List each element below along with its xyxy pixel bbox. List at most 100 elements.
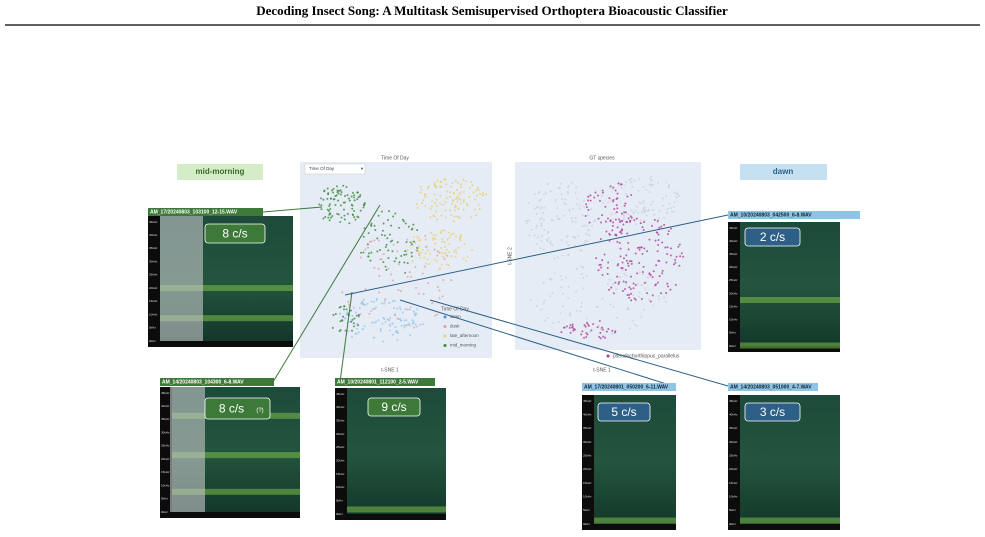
embedding-point xyxy=(426,258,429,261)
embedding-point xyxy=(373,308,376,311)
dropdown[interactable] xyxy=(304,163,366,175)
embedding-point xyxy=(536,224,539,227)
embedding-point xyxy=(405,324,408,327)
embedding-point xyxy=(470,249,473,252)
spectrogram-axis xyxy=(335,514,446,520)
embedding-point xyxy=(606,217,609,220)
file-label-box xyxy=(728,383,818,391)
embedding-point xyxy=(420,251,423,254)
embedding-point xyxy=(542,281,545,284)
freq-tick-label: 0kHz xyxy=(729,522,736,526)
embedding-point xyxy=(546,240,549,243)
embedding-point xyxy=(404,250,407,253)
embedding-point xyxy=(526,220,529,223)
embedding-point xyxy=(655,264,658,267)
embedding-point xyxy=(432,237,435,240)
embedding-point xyxy=(459,191,462,194)
embedding-point xyxy=(408,271,411,274)
legend-label: dawn xyxy=(450,314,461,319)
embedding-point xyxy=(618,281,621,284)
embedding-point xyxy=(653,218,656,221)
embedding-point xyxy=(421,249,424,252)
embedding-point xyxy=(433,258,436,261)
freq-tick-label: 20kHz xyxy=(583,467,592,471)
embedding-point xyxy=(648,238,651,241)
embedding-point xyxy=(344,195,347,198)
freq-tick-label: 30kHz xyxy=(729,440,738,444)
freq-tick-label: 20kHz xyxy=(729,291,738,295)
embedding-point xyxy=(424,246,427,249)
legend-label: dusk xyxy=(450,324,460,329)
embedding-point xyxy=(584,240,587,243)
freq-tick-label: 5kHz xyxy=(729,331,736,335)
embedding-point xyxy=(675,192,678,195)
embedding-point xyxy=(432,239,435,242)
embedding-point xyxy=(451,202,454,205)
embedding-point xyxy=(412,236,415,239)
embedding-point xyxy=(386,318,389,321)
embedding-point xyxy=(566,191,569,194)
rate-label: 9 c/s xyxy=(381,400,406,414)
embedding-point xyxy=(409,241,412,244)
spectrogram-band xyxy=(172,488,300,495)
embedding-point xyxy=(536,304,539,307)
embedding-point xyxy=(628,260,631,263)
embedding-point xyxy=(637,189,640,192)
embedding-point xyxy=(585,317,588,320)
embedding-point xyxy=(457,246,460,249)
file-label-box xyxy=(335,378,435,386)
embedding-point xyxy=(363,325,366,328)
embedding-point xyxy=(411,319,414,322)
freq-tick-label: 45kHz xyxy=(729,399,738,403)
embedding-point xyxy=(405,253,408,256)
embedding-point xyxy=(396,250,399,253)
freq-tick-label: 5kHz xyxy=(336,498,343,502)
embedding-point xyxy=(409,324,412,327)
embedding-point xyxy=(322,217,325,220)
embedding-point xyxy=(574,221,577,224)
embedding-point xyxy=(339,328,342,331)
file-label-box xyxy=(148,208,263,216)
embedding-point xyxy=(630,216,633,219)
embedding-point xyxy=(640,284,643,287)
embedding-point xyxy=(660,292,663,295)
embedding-point xyxy=(601,328,604,331)
embedding-point xyxy=(648,272,651,275)
embedding-point xyxy=(422,293,425,296)
embedding-point xyxy=(630,260,633,263)
embedding-point xyxy=(346,194,349,197)
freq-tick-label: 10kHz xyxy=(161,483,170,487)
legend-title: Time Of Day xyxy=(441,306,469,312)
embedding-point xyxy=(625,193,628,196)
embedding-point xyxy=(380,258,383,261)
embedding-point xyxy=(594,191,597,194)
embedding-point xyxy=(569,331,572,334)
embedding-point xyxy=(612,198,615,201)
spectrogram-band xyxy=(347,506,446,513)
freq-tick-label: 30kHz xyxy=(583,440,592,444)
embedding-point xyxy=(604,336,607,339)
embedding-point xyxy=(339,312,342,315)
embedding-point xyxy=(406,262,409,265)
embedding-point xyxy=(610,213,613,216)
embedding-point xyxy=(632,282,635,285)
embedding-point xyxy=(376,250,379,253)
embedding-point xyxy=(582,200,585,203)
freq-tick-label: 30kHz xyxy=(729,265,738,269)
file-label-box xyxy=(728,211,860,219)
embedding-point xyxy=(478,189,481,192)
embedding-point xyxy=(541,235,544,238)
embedding-point xyxy=(352,325,355,328)
embedding-point xyxy=(350,195,353,198)
embedding-point xyxy=(369,310,372,313)
embedding-point xyxy=(379,329,382,332)
embedding-point xyxy=(601,191,604,194)
embedding-point xyxy=(406,308,409,311)
embedding-point xyxy=(451,181,454,184)
embedding-point xyxy=(640,211,643,214)
embedding-point xyxy=(597,269,600,272)
embedding-point xyxy=(327,193,330,196)
embedding-point xyxy=(540,240,543,243)
embedding-point xyxy=(625,281,628,284)
embedding-point xyxy=(327,209,330,212)
